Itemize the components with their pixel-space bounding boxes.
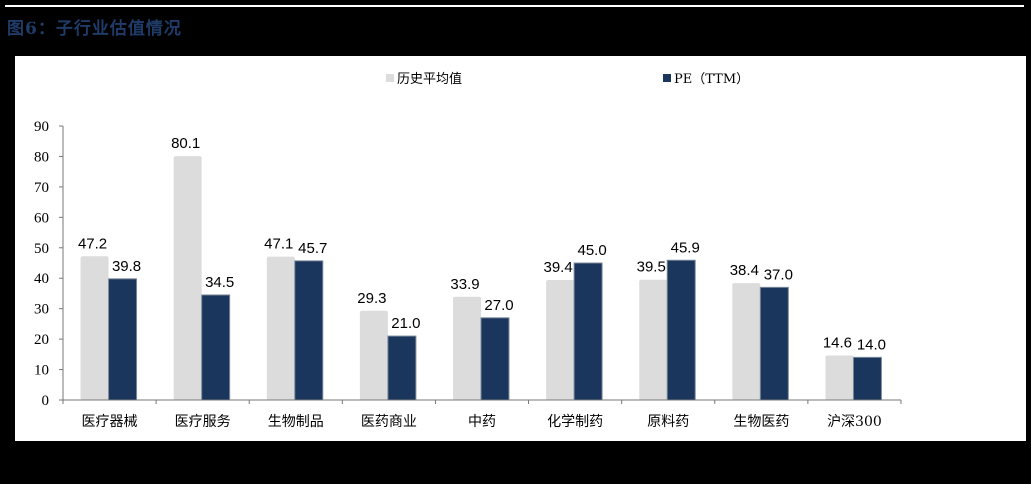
bar-hist	[359, 310, 388, 400]
legend-label-1: PE（TTM）	[674, 72, 749, 87]
x-category-label: 医疗服务	[175, 414, 231, 430]
x-category-label: 医疗器械	[82, 414, 138, 430]
x-category-label: 化学制药	[547, 414, 603, 430]
data-label: 14.6	[823, 335, 852, 352]
data-label: 39.4	[544, 259, 573, 276]
data-label: 45.7	[298, 240, 327, 257]
data-label: 29.3	[357, 290, 386, 307]
bar-hist	[639, 279, 668, 400]
x-category-label: 医药商业	[361, 414, 417, 430]
bar-hist	[453, 296, 481, 400]
data-label: 14.0	[857, 336, 886, 353]
x-axis: 医疗器械 医疗服务 生物制品 医药商业 中药 化学制药 原料药 生物医药 沪深300	[62, 399, 902, 430]
data-label: 45.9	[671, 239, 700, 256]
bar-hist	[546, 280, 575, 400]
bar-pe	[573, 262, 603, 401]
y-tick-label: 60	[34, 210, 49, 226]
data-label: 45.0	[578, 242, 607, 259]
y-tick-label: 10	[34, 363, 49, 379]
bar-hist	[80, 256, 109, 400]
bar-pe	[666, 259, 696, 401]
bar-pe	[852, 356, 882, 401]
y-tick-label: 40	[34, 271, 49, 287]
data-label: 47.1	[264, 236, 293, 253]
bar-pe	[480, 317, 510, 401]
data-label: 39.5	[637, 259, 666, 276]
top-rule	[5, 5, 1024, 7]
y-tick-label: 0	[42, 393, 50, 409]
bar-pe	[201, 294, 231, 401]
legend-label-0: 历史平均值	[397, 71, 462, 87]
x-category-label: 生物制品	[268, 414, 324, 430]
legend: 历史平均值 PE（TTM）	[386, 71, 749, 87]
data-label: 21.0	[391, 315, 420, 332]
y-tick-label: 70	[34, 180, 49, 196]
data-label: 47.2	[78, 235, 107, 252]
legend-swatch-1	[663, 74, 671, 82]
bar-pe	[108, 278, 138, 401]
data-label: 33.9	[450, 276, 479, 293]
bar-pe	[294, 260, 324, 401]
bar-hist	[825, 355, 854, 400]
data-label: 39.8	[112, 258, 141, 275]
y-tick-label: 90	[34, 119, 49, 135]
bar-hist	[173, 156, 202, 400]
bar-hist	[266, 256, 295, 400]
data-label: 27.0	[484, 297, 513, 314]
x-category-label: 中药	[468, 414, 496, 430]
bars: 47.2 39.8 80.1 34.5 47.1 45.7 29.3 21.0 33.9 27.0…	[78, 135, 886, 401]
y-axis: 0 10 20 30 40 50 60 70 80 90	[34, 119, 64, 409]
y-tick-label: 50	[34, 241, 49, 257]
bar-hist	[732, 283, 761, 400]
bar-pe	[387, 335, 417, 401]
data-label: 80.1	[171, 135, 200, 152]
x-category-label: 生物医药	[733, 414, 789, 430]
y-tick-label: 30	[34, 302, 49, 318]
legend-swatch-0	[386, 74, 394, 82]
data-label: 34.5	[205, 274, 234, 291]
figure-title: 图6：子行业估值情况	[7, 19, 182, 39]
y-tick-label: 80	[34, 149, 49, 165]
x-category-label: 原料药	[647, 414, 689, 430]
data-label: 37.0	[764, 266, 793, 283]
data-label: 38.4	[730, 262, 759, 279]
bar-pe	[759, 286, 789, 401]
y-tick-label: 20	[34, 332, 49, 348]
x-category-label: 沪深300	[827, 414, 882, 430]
